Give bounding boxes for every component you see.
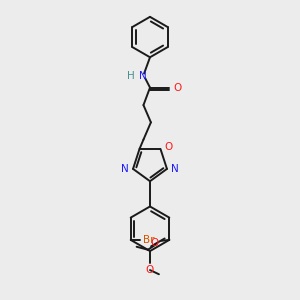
Text: Br: Br (142, 235, 154, 245)
Text: O: O (146, 265, 154, 275)
Text: H: H (128, 71, 135, 81)
Text: N: N (122, 164, 129, 174)
Text: N: N (139, 71, 147, 81)
Text: N: N (171, 164, 178, 174)
Text: O: O (173, 82, 181, 93)
Text: O: O (164, 142, 172, 152)
Text: O: O (150, 238, 159, 248)
